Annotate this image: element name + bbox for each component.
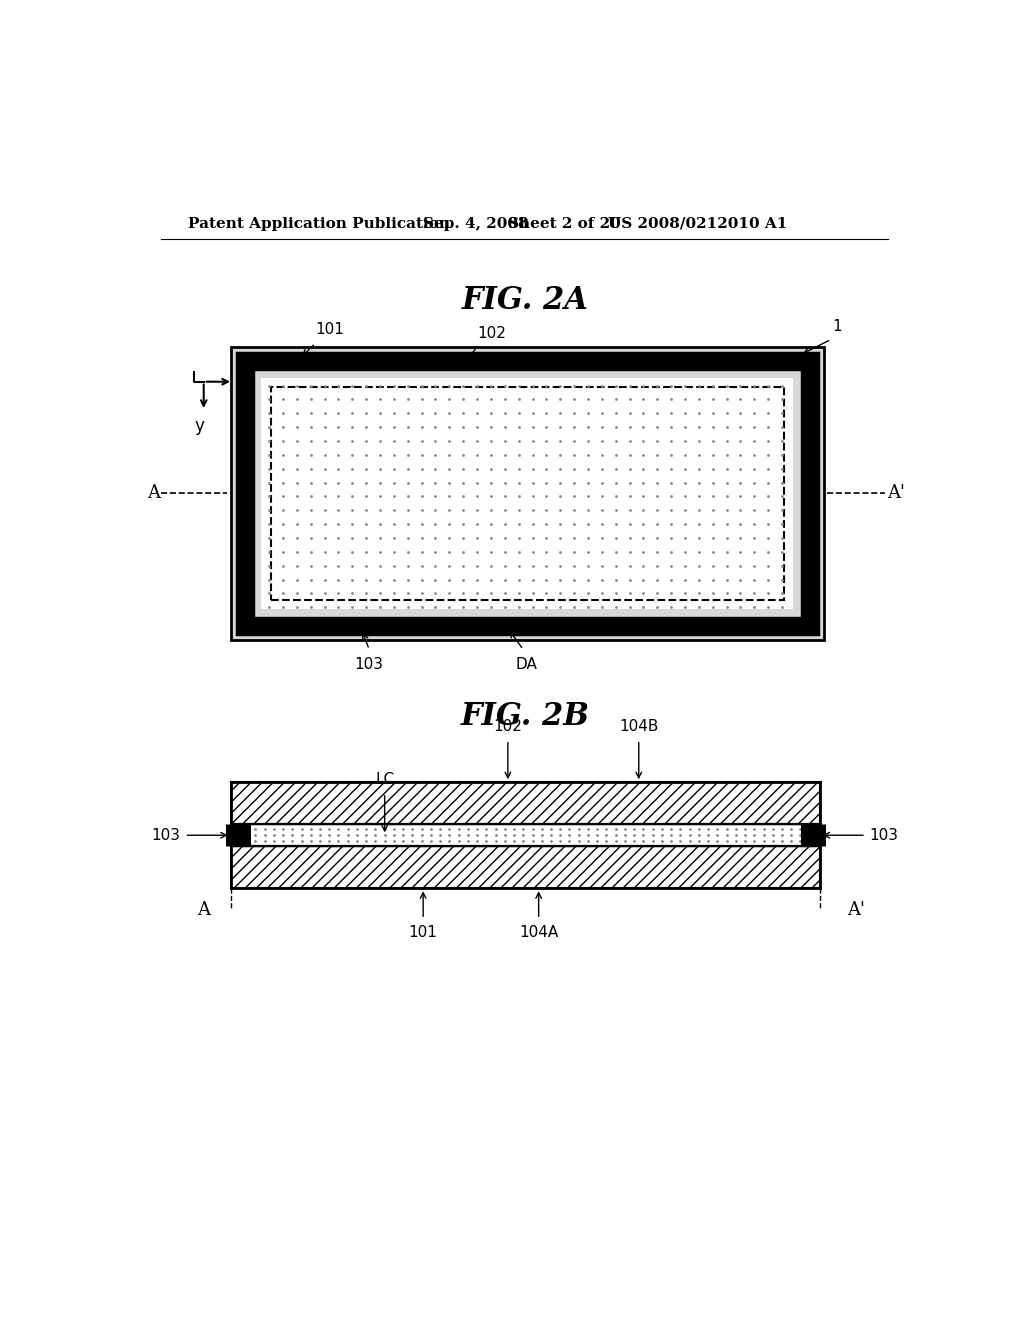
Text: FIG. 2A: FIG. 2A xyxy=(462,285,588,317)
Bar xyxy=(230,347,823,640)
Bar xyxy=(230,846,819,888)
Text: A': A' xyxy=(888,484,905,503)
Text: FIG. 2B: FIG. 2B xyxy=(461,701,589,733)
Bar xyxy=(261,378,793,609)
Text: US 2008/0212010 A1: US 2008/0212010 A1 xyxy=(608,216,787,231)
Text: y: y xyxy=(195,417,205,436)
Text: 104B: 104B xyxy=(620,719,658,734)
Text: 103: 103 xyxy=(354,657,383,672)
Bar xyxy=(270,387,783,599)
Text: 101: 101 xyxy=(315,322,344,337)
Text: 1: 1 xyxy=(833,319,843,334)
Text: 103: 103 xyxy=(869,828,899,842)
Text: 102: 102 xyxy=(477,326,506,341)
Text: x: x xyxy=(237,372,247,391)
Text: 103: 103 xyxy=(152,828,180,842)
Text: A: A xyxy=(198,902,210,919)
Text: Sep. 4, 2008: Sep. 4, 2008 xyxy=(423,216,528,231)
Text: Patent Application Publication: Patent Application Publication xyxy=(188,216,451,231)
Text: A': A' xyxy=(847,902,864,919)
Bar xyxy=(230,825,819,846)
Text: 102: 102 xyxy=(494,719,522,734)
Text: DA: DA xyxy=(515,657,538,672)
Bar xyxy=(245,360,810,626)
Text: A: A xyxy=(146,484,160,503)
Bar xyxy=(230,781,819,825)
Text: 101: 101 xyxy=(409,925,437,940)
Text: 104A: 104A xyxy=(519,925,558,940)
Text: LC: LC xyxy=(375,772,394,788)
Text: Sheet 2 of 20: Sheet 2 of 20 xyxy=(508,216,621,231)
